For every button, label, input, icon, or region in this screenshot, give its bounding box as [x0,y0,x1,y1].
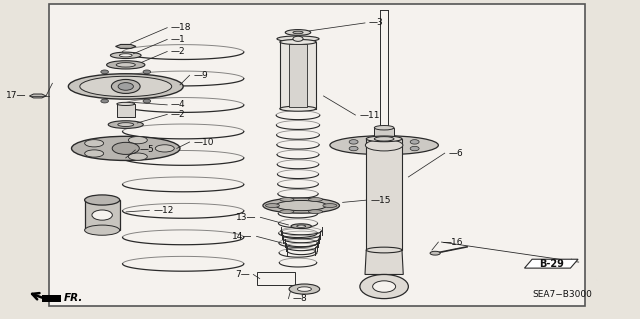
Ellipse shape [280,106,316,111]
Polygon shape [29,94,46,98]
FancyBboxPatch shape [84,200,120,230]
Text: —15: —15 [370,196,390,205]
FancyBboxPatch shape [49,4,585,306]
Polygon shape [365,250,403,274]
Circle shape [293,36,303,41]
Text: B-29: B-29 [539,259,564,269]
Ellipse shape [111,79,140,93]
Ellipse shape [84,150,104,157]
Text: —18: —18 [171,23,191,32]
Text: —9: —9 [193,71,208,80]
Polygon shape [524,259,578,268]
Circle shape [143,99,150,103]
Polygon shape [116,44,136,48]
Ellipse shape [84,225,120,235]
Circle shape [349,146,358,151]
Ellipse shape [80,76,172,97]
Text: —6: —6 [449,149,463,158]
Ellipse shape [291,224,312,229]
Ellipse shape [72,136,180,160]
Ellipse shape [430,251,440,255]
FancyBboxPatch shape [117,104,134,117]
Ellipse shape [323,204,337,207]
Ellipse shape [111,52,141,58]
Ellipse shape [266,204,280,207]
Ellipse shape [112,142,140,154]
Ellipse shape [330,136,438,155]
Text: —8: —8 [292,294,307,303]
Ellipse shape [297,225,306,227]
Text: —3: —3 [369,19,383,27]
FancyBboxPatch shape [374,128,394,139]
Ellipse shape [129,153,147,160]
Ellipse shape [107,61,145,69]
FancyBboxPatch shape [366,139,402,250]
Text: —11: —11 [359,111,380,120]
Text: 14—: 14— [232,232,253,241]
Ellipse shape [84,140,104,147]
FancyBboxPatch shape [257,272,295,285]
Text: —1: —1 [171,35,186,44]
Text: —12: —12 [153,206,173,215]
Circle shape [349,140,358,144]
Ellipse shape [289,284,320,294]
Ellipse shape [308,210,323,213]
Circle shape [143,70,150,74]
Text: SEA7−B3000: SEA7−B3000 [533,290,593,299]
Ellipse shape [366,247,402,253]
Ellipse shape [156,145,174,152]
Text: —2: —2 [171,110,186,119]
Ellipse shape [285,30,311,35]
Ellipse shape [277,36,319,42]
Ellipse shape [117,102,134,106]
Circle shape [410,146,419,151]
Ellipse shape [263,198,339,213]
Ellipse shape [129,137,147,144]
Text: —5: —5 [139,145,154,154]
Ellipse shape [365,139,403,151]
Ellipse shape [116,63,135,67]
FancyBboxPatch shape [42,295,61,302]
Circle shape [360,274,408,299]
Text: 17—: 17— [6,92,27,100]
Text: 13—: 13— [236,213,257,222]
Circle shape [101,99,108,103]
Text: —16: —16 [442,238,463,247]
Ellipse shape [120,54,132,57]
Ellipse shape [293,31,303,34]
Circle shape [118,83,133,90]
Ellipse shape [374,137,394,141]
Circle shape [101,70,108,74]
Ellipse shape [374,125,394,130]
Ellipse shape [108,121,143,128]
Ellipse shape [280,210,294,213]
Text: 7—: 7— [235,270,250,279]
Text: —10: —10 [193,137,214,146]
Text: —4: —4 [171,100,186,109]
Ellipse shape [308,197,323,201]
Ellipse shape [118,123,134,126]
Ellipse shape [68,74,183,99]
Circle shape [92,210,113,220]
Circle shape [410,140,419,144]
Ellipse shape [84,195,120,205]
Ellipse shape [366,136,402,142]
FancyBboxPatch shape [289,44,307,107]
Ellipse shape [280,40,316,45]
Text: —2: —2 [171,47,186,56]
Circle shape [372,281,396,292]
Ellipse shape [298,287,312,291]
FancyBboxPatch shape [280,42,316,109]
Ellipse shape [276,200,326,211]
Text: FR.: FR. [64,293,83,303]
Ellipse shape [280,197,294,201]
